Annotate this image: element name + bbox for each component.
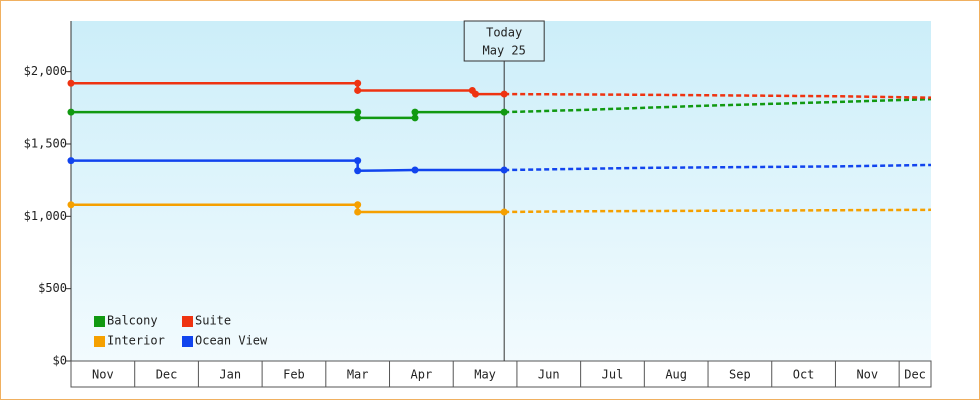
- series-line: [71, 81, 505, 96]
- x-axis-band: [70, 360, 932, 388]
- legend-swatch: [94, 316, 105, 327]
- legend-label: Ocean View: [195, 334, 268, 348]
- x-tick-label: Nov: [856, 368, 878, 382]
- point: [67, 108, 75, 116]
- x-tick-label: Dec: [156, 368, 178, 382]
- forecast-line: [504, 208, 932, 214]
- x-tick-label: Aug: [665, 368, 687, 382]
- point: [67, 201, 75, 209]
- point: [500, 108, 508, 116]
- annotation-text: May 25: [483, 44, 526, 58]
- forecast-line: [504, 92, 932, 99]
- y-tick-label: $500: [38, 281, 67, 295]
- y-tick-label: $1,500: [24, 136, 67, 150]
- point: [67, 157, 75, 165]
- legend-swatch: [94, 336, 105, 347]
- legend-label: Interior: [107, 334, 165, 348]
- point: [354, 86, 362, 94]
- point: [500, 166, 508, 174]
- point: [354, 208, 362, 216]
- point: [354, 108, 362, 116]
- x-tick-label: Jan: [219, 368, 241, 382]
- point: [354, 79, 362, 87]
- plot-area: [71, 21, 931, 361]
- today-box: [463, 20, 545, 62]
- x-tick-label: Jul: [602, 368, 624, 382]
- point: [411, 166, 419, 174]
- x-tick-label: Nov: [92, 368, 114, 382]
- forecast-line: [504, 163, 932, 172]
- x-tick-label: Dec: [904, 368, 926, 382]
- point: [354, 201, 362, 209]
- legend-swatch: [182, 336, 193, 347]
- annotation-text: Today: [486, 26, 522, 40]
- point: [67, 79, 75, 87]
- x-tick-label: Mar: [347, 368, 369, 382]
- legend-label: Suite: [195, 314, 231, 328]
- point: [472, 90, 480, 98]
- y-tick-label: $1,000: [24, 209, 67, 223]
- series-line: [71, 203, 505, 214]
- x-tick-label: May: [474, 368, 496, 382]
- point: [500, 90, 508, 98]
- y-tick-label: $2,000: [24, 64, 67, 78]
- point: [500, 208, 508, 216]
- x-tick-label: Jun: [538, 368, 560, 382]
- forecast-line: [504, 97, 932, 114]
- point: [411, 108, 419, 116]
- x-tick-label: Oct: [793, 368, 815, 382]
- x-tick-label: Sep: [729, 368, 751, 382]
- point: [411, 114, 419, 122]
- y-tick-label: $0: [53, 354, 67, 368]
- point: [354, 167, 362, 175]
- point: [354, 157, 362, 165]
- legend-swatch: [182, 316, 193, 327]
- x-tick-label: Apr: [411, 368, 433, 382]
- point: [354, 114, 362, 122]
- series-line: [71, 110, 505, 120]
- x-tick-label: Feb: [283, 368, 305, 382]
- legend-label: Balcony: [107, 314, 158, 328]
